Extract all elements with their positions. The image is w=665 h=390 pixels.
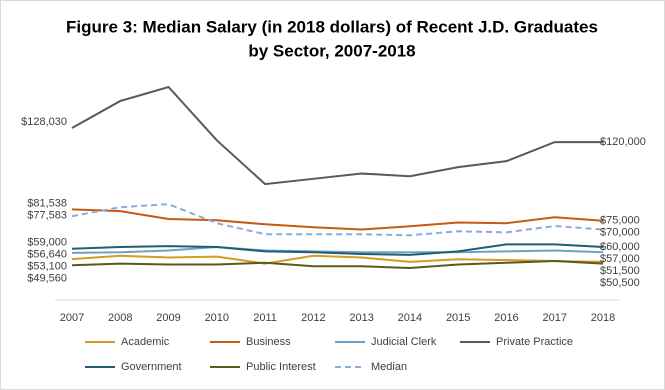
- x-tick-label: 2014: [398, 312, 422, 324]
- chart-title: by Sector, 2007-2018: [248, 41, 415, 60]
- x-tick-label: 2007: [60, 312, 84, 324]
- legend-label: Judicial Clerk: [371, 336, 437, 348]
- series-line: [71, 260, 604, 270]
- x-tick-label: 2018: [591, 312, 615, 324]
- legend-label: Public Interest: [246, 361, 316, 373]
- series-line: [71, 85, 603, 186]
- data-label: $77,583: [27, 209, 67, 221]
- legend-label: Government: [121, 361, 182, 373]
- data-label: $50,500: [600, 277, 640, 289]
- data-label: $56,640: [27, 249, 67, 261]
- data-label: $75,000: [600, 215, 640, 227]
- x-tick-label: 2011: [253, 312, 277, 324]
- data-label: $57,000: [600, 253, 640, 265]
- x-tick-label: 2017: [542, 312, 566, 324]
- series-line: [71, 243, 604, 256]
- data-label: $49,560: [27, 273, 67, 285]
- chart-title: Figure 3: Median Salary (in 2018 dollars…: [66, 17, 598, 36]
- data-label: $53,100: [27, 261, 67, 273]
- series-line: [71, 254, 604, 265]
- legend-label: Median: [371, 361, 407, 373]
- data-label: $51,500: [600, 265, 640, 277]
- x-tick-label: 2009: [156, 312, 180, 324]
- x-tick-label: 2008: [108, 312, 132, 324]
- x-tick-label: 2015: [446, 312, 470, 324]
- data-label: $59,000: [27, 237, 67, 249]
- legend-label: Academic: [121, 336, 170, 348]
- legend-label: Business: [246, 336, 291, 348]
- data-label: $81,538: [27, 197, 67, 209]
- data-label: $70,000: [600, 227, 640, 239]
- data-label: $60,000: [600, 241, 640, 253]
- x-tick-label: 2010: [205, 312, 229, 324]
- series-line: [71, 246, 604, 254]
- x-tick-label: 2012: [301, 312, 325, 324]
- x-tick-label: 2013: [349, 312, 373, 324]
- series-line: [71, 208, 604, 231]
- legend-label: Private Practice: [496, 336, 573, 348]
- series-line: [71, 203, 604, 237]
- data-label: $120,000: [600, 136, 646, 148]
- x-tick-label: 2016: [494, 312, 518, 324]
- data-label: $128,030: [21, 116, 67, 128]
